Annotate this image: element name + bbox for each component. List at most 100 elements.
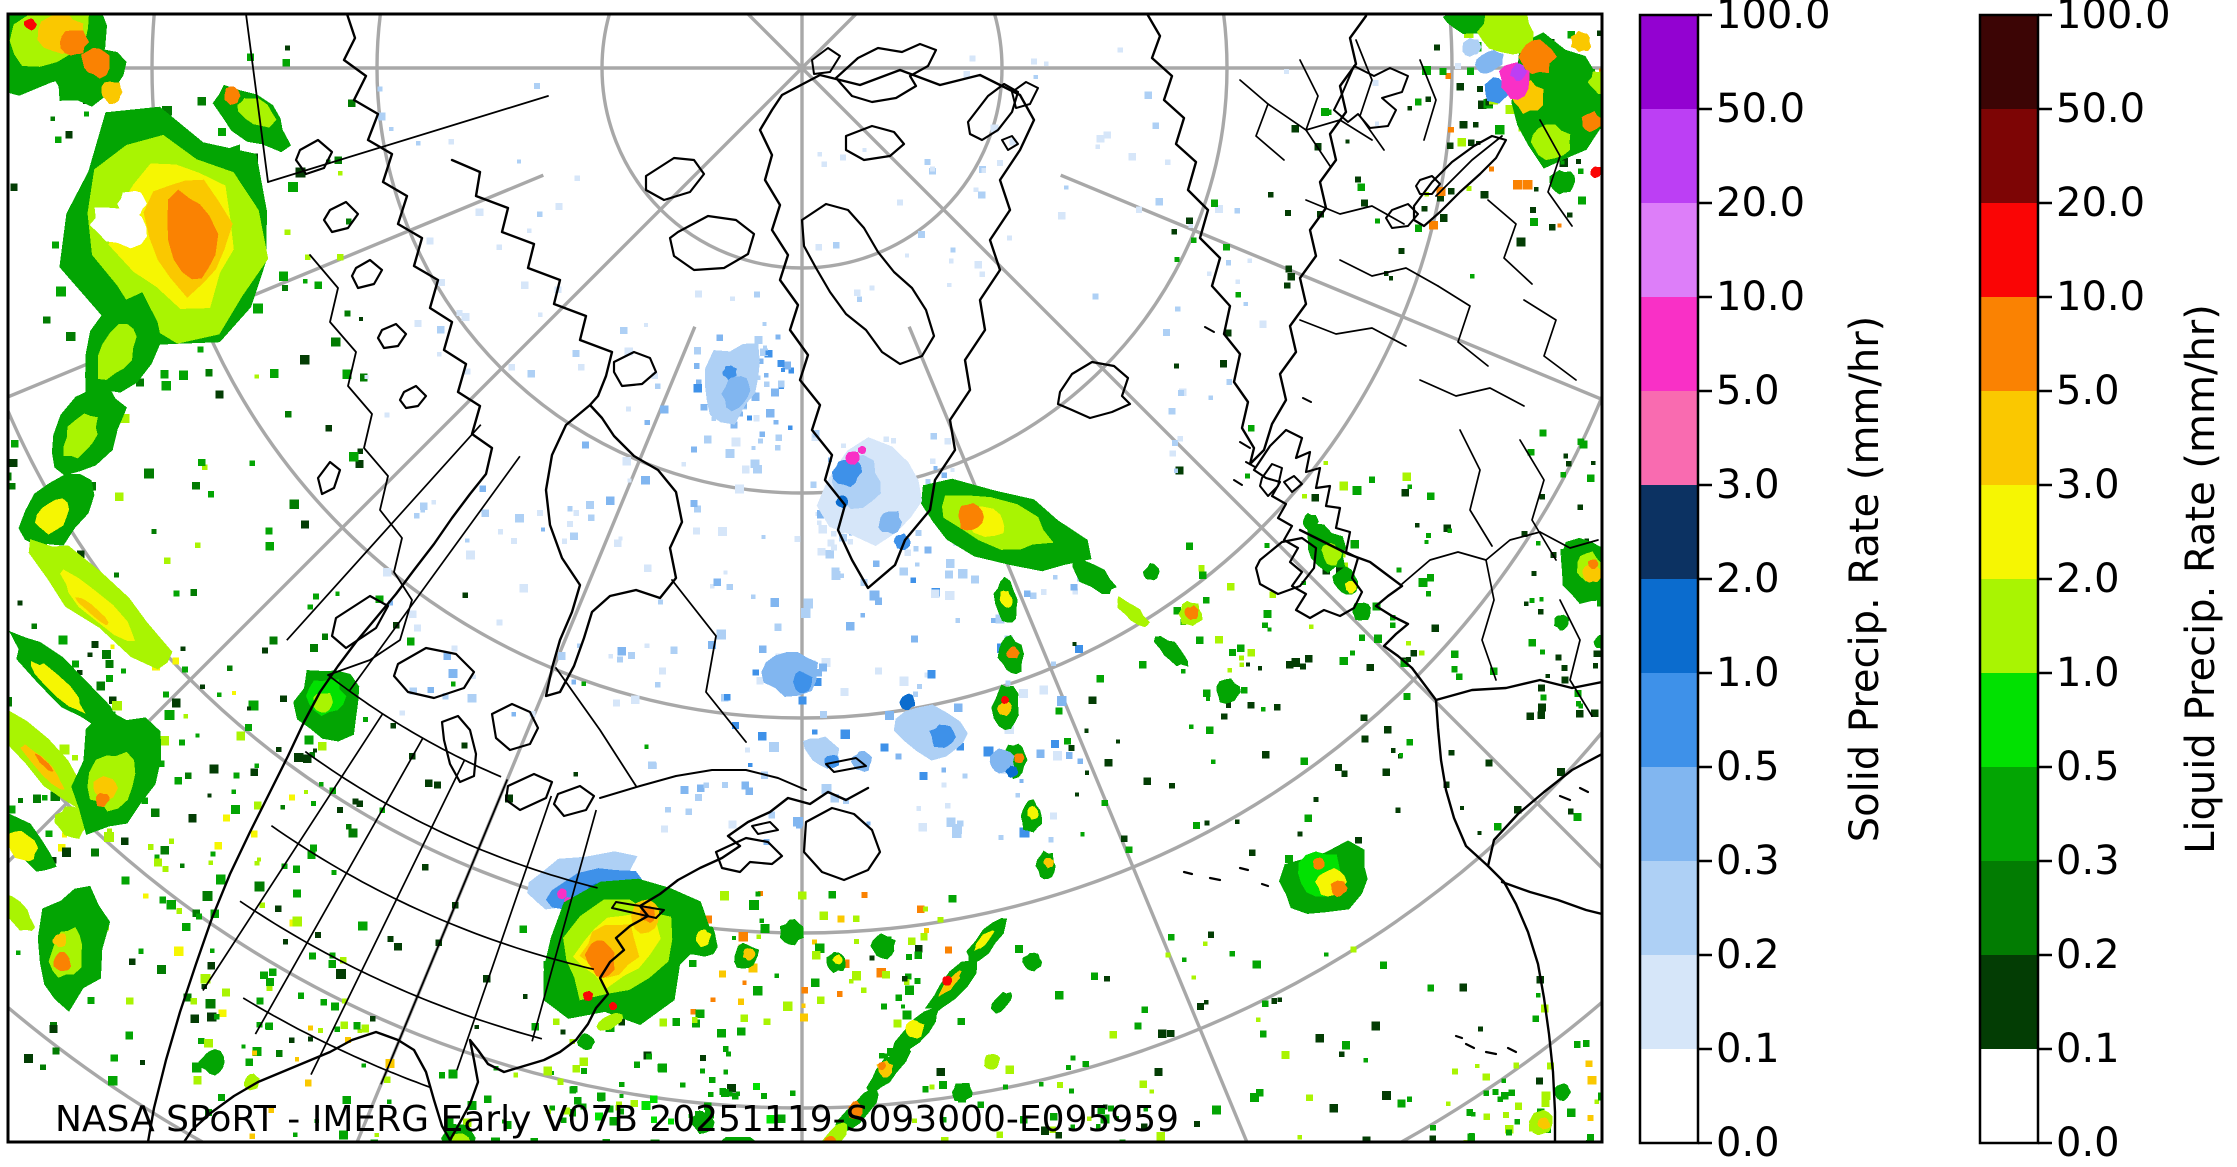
precip-pixel [1235, 292, 1242, 298]
precip-pixel [1508, 1089, 1515, 1097]
precip-pixel [1591, 460, 1596, 466]
colorbar-tick-label: 0.3 [1716, 838, 1780, 884]
precip-pixel [1609, 188, 1614, 193]
precip-pixel [183, 993, 192, 1002]
precip-pixel [303, 754, 312, 763]
precip-pixel [317, 1027, 323, 1033]
precip-blob [793, 670, 813, 693]
precip-pixel [1235, 279, 1240, 284]
coastline [1401, 551, 1487, 585]
precip-pixel [1563, 453, 1569, 459]
precip-pixel [87, 652, 93, 658]
precip-pixel [1040, 588, 1047, 595]
precip-pixel [752, 1083, 760, 1090]
precip-pixel [254, 860, 260, 866]
precip-pixel [718, 527, 727, 536]
precip-pixel [947, 282, 952, 288]
precip-pixel [161, 105, 172, 116]
precip-pixel [1135, 206, 1143, 213]
precip-pixel [646, 1053, 652, 1060]
precip-pixel [997, 160, 1003, 166]
state-border-line [202, 713, 384, 991]
precip-pixel [1167, 1029, 1175, 1037]
precip-pixel [958, 569, 968, 579]
precip-blob [635, 1140, 646, 1142]
colorbar-tick-label: 10.0 [1716, 274, 1805, 320]
precip-pixel [1186, 217, 1193, 225]
precip-pixel [1192, 822, 1200, 830]
precip-pixel [1535, 992, 1541, 998]
precip-pixel [1291, 124, 1300, 133]
precip-pixel [1429, 1135, 1436, 1142]
precip-blob [101, 81, 123, 105]
precip-pixel [179, 370, 189, 380]
precip-pixel [695, 1009, 705, 1019]
precip-pixel [18, 798, 23, 803]
precip-pixel [1540, 649, 1546, 655]
coastline [1559, 599, 1593, 717]
precip-pixel [208, 860, 213, 865]
precip-pixel [641, 475, 650, 485]
coastline [1011, 81, 1039, 109]
precip-pixel [853, 289, 861, 297]
precip-pixel [910, 577, 916, 583]
precip-pixel [1576, 709, 1584, 718]
precip-pixel [422, 864, 429, 871]
precip-pixel [1586, 1134, 1594, 1141]
precip-pixel [194, 542, 201, 548]
colorbar-tick-label: 1.0 [1716, 650, 1780, 696]
precip-pixel [899, 567, 908, 576]
precip-pixel [1210, 199, 1219, 207]
precip-pixel [839, 533, 847, 542]
precip-pixel [1030, 58, 1037, 65]
precip-pixel [815, 244, 822, 251]
precip-pixel [414, 319, 422, 327]
precip-pixel [1526, 712, 1534, 721]
precip-pixel [1418, 650, 1425, 656]
precip-pixel [1202, 689, 1211, 697]
precip-pixel [496, 619, 503, 626]
precip-pixel [780, 367, 785, 372]
precip-blob [8, 710, 88, 812]
precip-blob [742, 948, 756, 961]
precip-pixel [1460, 806, 1465, 811]
precip-pixel [59, 744, 70, 755]
coastline [644, 156, 706, 202]
precip-pixel [580, 1103, 587, 1110]
precip-pixel [307, 851, 316, 859]
precip-blob [34, 753, 54, 772]
precip-pixel [1128, 153, 1136, 161]
colorbar-tick-label: 2.0 [2056, 556, 2120, 602]
precip-pixel [745, 787, 753, 795]
precip-pixel [897, 199, 903, 206]
precip-pixel [1456, 673, 1463, 681]
precip-pixel [1224, 329, 1232, 337]
precip-pixel [1048, 837, 1054, 843]
coastline [611, 901, 665, 919]
precip-pixel [1567, 30, 1576, 39]
precip-pixel [519, 925, 528, 934]
precip-pixel [192, 481, 200, 490]
coastline [671, 579, 747, 743]
precip-pixel [1239, 662, 1244, 668]
precip-pixel [573, 772, 578, 777]
precip-pixel [1451, 666, 1458, 673]
precip-pixel [1019, 827, 1030, 838]
precip-pixel [764, 373, 769, 378]
colorbar-segment [1980, 955, 2038, 1049]
coastline [322, 200, 360, 234]
precip-pixel [444, 1117, 454, 1127]
precip-pixel [853, 915, 860, 923]
colorbar-segment [1980, 673, 2038, 767]
precip-pixel [151, 808, 160, 818]
precip-pixel [941, 472, 947, 478]
precip-pixel [695, 793, 702, 801]
precip-pixel [308, 1025, 314, 1031]
precip-pixel [254, 374, 259, 379]
colorbar-tick-label: 0.2 [2056, 932, 2120, 978]
precip-pixel [269, 636, 278, 645]
coastline [599, 769, 807, 799]
precip-pixel [774, 973, 780, 978]
precip-pixel [285, 45, 291, 51]
precip-pixel [1097, 1106, 1105, 1114]
